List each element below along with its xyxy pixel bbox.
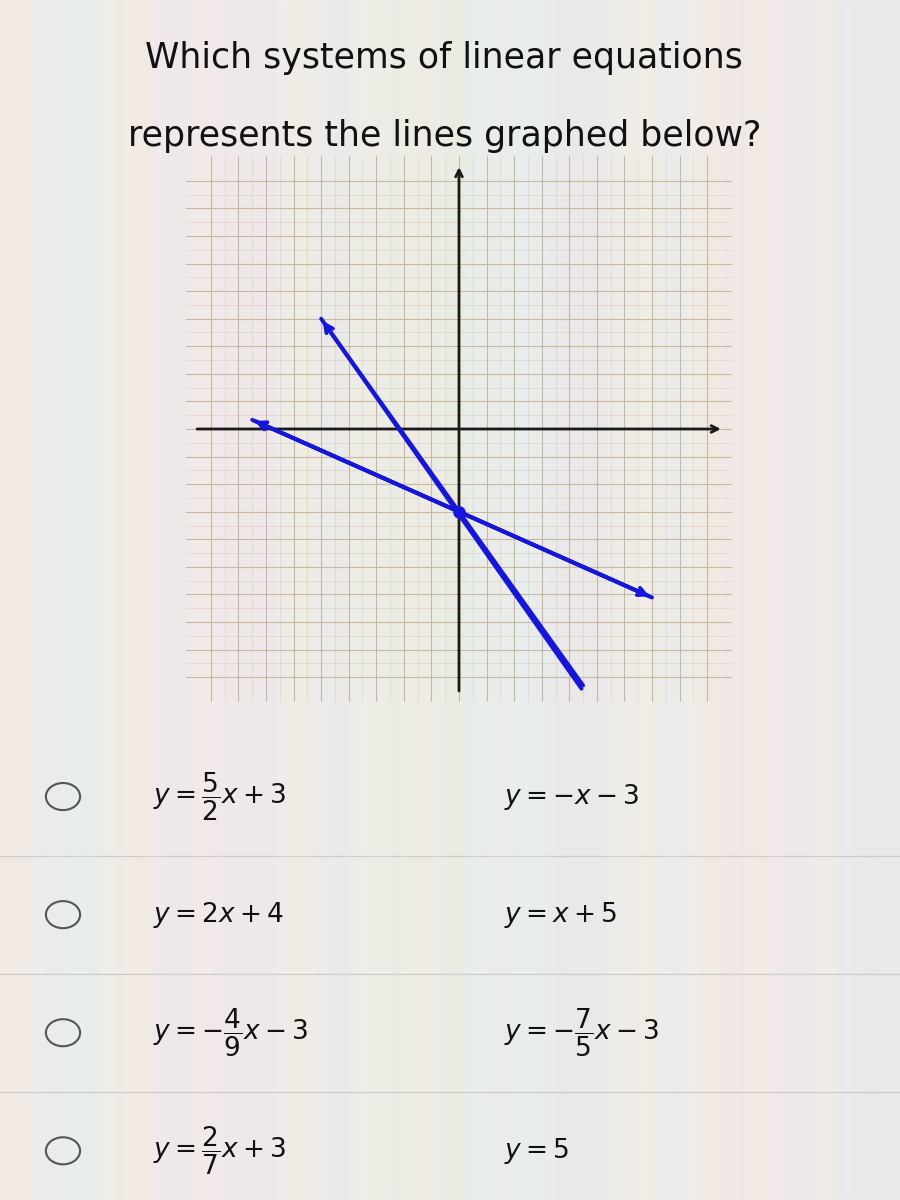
Bar bbox=[31, 0, 85, 1200]
Text: Which systems of linear equations: Which systems of linear equations bbox=[145, 41, 743, 76]
Bar bbox=[151, 0, 211, 1200]
Bar bbox=[213, 0, 278, 1200]
Bar bbox=[379, 0, 409, 1200]
Bar bbox=[400, 0, 444, 1200]
Bar bbox=[316, 0, 366, 1200]
Text: $y = 5$: $y = 5$ bbox=[504, 1135, 569, 1166]
Bar bbox=[122, 0, 164, 1200]
Bar bbox=[687, 0, 741, 1200]
Text: $y = {-}\dfrac{7}{5}x - 3$: $y = {-}\dfrac{7}{5}x - 3$ bbox=[504, 1007, 660, 1058]
Text: $y = \dfrac{5}{2}x + 3$: $y = \dfrac{5}{2}x + 3$ bbox=[153, 770, 286, 823]
Bar bbox=[865, 0, 900, 1200]
Bar bbox=[558, 0, 628, 1200]
Bar bbox=[840, 0, 875, 1200]
Bar bbox=[258, 0, 285, 1200]
Bar bbox=[538, 0, 566, 1200]
Text: $y = {-x} - 3$: $y = {-x} - 3$ bbox=[504, 781, 639, 811]
Bar bbox=[638, 0, 670, 1200]
Bar bbox=[430, 0, 484, 1200]
Bar bbox=[744, 0, 783, 1200]
Bar bbox=[0, 0, 44, 1200]
Bar bbox=[608, 0, 652, 1200]
Text: represents the lines graphed below?: represents the lines graphed below? bbox=[128, 120, 760, 154]
Text: $y = {-}\dfrac{4}{9}x - 3$: $y = {-}\dfrac{4}{9}x - 3$ bbox=[153, 1007, 309, 1058]
Bar bbox=[68, 0, 115, 1200]
Bar bbox=[514, 0, 549, 1200]
Bar bbox=[193, 0, 222, 1200]
Bar bbox=[724, 0, 753, 1200]
Bar bbox=[468, 0, 534, 1200]
Text: $y = \dfrac{2}{7}x + 3$: $y = \dfrac{2}{7}x + 3$ bbox=[153, 1124, 286, 1177]
Bar bbox=[814, 0, 850, 1200]
Bar bbox=[772, 0, 832, 1200]
Bar bbox=[102, 0, 131, 1200]
Bar bbox=[660, 0, 698, 1200]
Text: $y = 2x + 4$: $y = 2x + 4$ bbox=[153, 900, 284, 930]
Text: $y = x + 5$: $y = x + 5$ bbox=[504, 900, 617, 930]
Bar bbox=[277, 0, 332, 1200]
Bar bbox=[351, 0, 392, 1200]
